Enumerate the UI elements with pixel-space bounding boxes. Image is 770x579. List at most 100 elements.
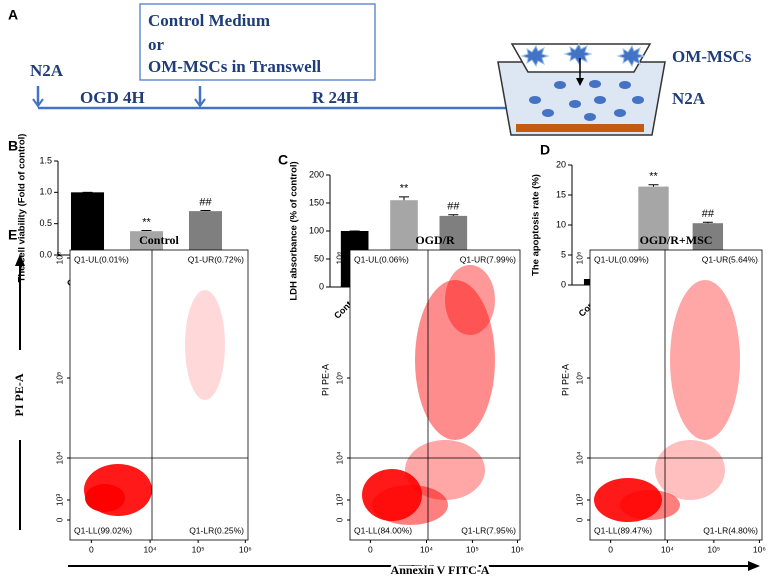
panel-letter: B: [8, 138, 18, 154]
x-tick-label: 10⁶: [753, 544, 766, 554]
y-tick-label: 0: [334, 517, 344, 522]
y-axis-title: LDH absorbance (% of control): [289, 161, 300, 300]
y-tick-label: 1.0: [39, 187, 52, 197]
y-tick-label: 10⁶: [54, 252, 64, 265]
y-tick-label: 10³: [54, 494, 64, 506]
condition-box: [139, 3, 376, 81]
y-tick-label: 10⁶: [574, 252, 584, 265]
x-tick-label: 10⁵: [192, 544, 205, 554]
phase-label: OGD 4H: [80, 88, 145, 107]
y-tick-label: 10⁴: [54, 451, 64, 464]
panel-title: OGD/R: [415, 233, 455, 247]
quadrant-label: Q1-LR(4.80%): [703, 525, 758, 535]
error-bar: [200, 210, 211, 212]
box-line: OM-MSCs in Transwell: [148, 57, 321, 76]
y-tick-label: 1.5: [39, 155, 52, 165]
panel-title: OGD/R+MSC: [640, 233, 713, 247]
y-tick-label: 0: [561, 279, 566, 289]
event-cloud: [185, 290, 225, 400]
quadrant-label: Q1-LR(7.95%): [461, 525, 516, 535]
event-cloud: [670, 280, 740, 440]
x-tick-label: 10⁵: [466, 544, 479, 554]
panel-letter: D: [540, 142, 550, 158]
arrow-head: [748, 561, 760, 571]
significance: **: [400, 183, 409, 195]
error-bar: [141, 230, 152, 232]
y-tick-label: 5: [561, 249, 566, 259]
error-bar: [399, 196, 409, 201]
x-axis-title: Annexin V FITC-A: [391, 563, 490, 577]
y-tick-label: 20: [556, 159, 566, 169]
quadrant-label: Q1-UR(0.72%): [188, 254, 244, 264]
event-cloud: [415, 280, 495, 440]
y-tick-label: 10⁵: [54, 372, 64, 385]
significance: ##: [199, 196, 212, 208]
phase-label: R 24H: [312, 88, 359, 107]
event-cloud: [85, 484, 125, 512]
quadrant-label: Q1-UL(0.01%): [74, 254, 129, 264]
y-tick-label: 10⁴: [334, 451, 344, 464]
y-tick-label: 50: [314, 253, 324, 263]
y-tick-label: 0: [54, 517, 64, 522]
box-line: or: [148, 35, 165, 54]
y-tick-label: 10³: [334, 494, 344, 506]
x-tick-label: 10⁶: [511, 544, 524, 554]
y-tick-label: 0: [574, 517, 584, 522]
x-tick-label: 0: [368, 544, 373, 554]
x-tick-label: 10⁵: [707, 544, 720, 554]
quadrant-label: Q1-UL(0.06%): [354, 254, 409, 264]
quadrant-label: Q1-LL(89.47%): [594, 525, 652, 535]
y-tick-label: 200: [309, 169, 324, 179]
x-tick-label: 10⁴: [661, 544, 674, 554]
quadrant-label: Q1-UL(0.09%): [594, 254, 649, 264]
y-tick-label: 15: [556, 189, 566, 199]
y-tick-label: 10⁴: [574, 451, 584, 464]
panel-letter: A: [8, 7, 18, 23]
start-label: N2A: [30, 61, 64, 80]
y-tick-label: 10⁵: [334, 372, 344, 385]
x-tick-label: 0: [89, 544, 94, 554]
y-axis-title: PI PE-A: [560, 364, 570, 396]
significance: **: [649, 171, 658, 183]
error-bar: [702, 221, 713, 224]
y-axis-title: PI PE-A: [12, 373, 26, 416]
y-tick-label: 100: [309, 225, 324, 235]
y-tick-label: 10³: [574, 494, 584, 506]
y-tick-label: 0.5: [39, 218, 52, 228]
bar: [129, 231, 164, 255]
box-line: Control Medium: [148, 11, 270, 30]
error-bar: [448, 214, 459, 216]
y-tick-label: 150: [309, 197, 324, 207]
quadrant-label: Q1-UR(5.64%): [702, 254, 758, 264]
x-tick-label: 10⁶: [239, 544, 252, 554]
y-tick-label: 10⁶: [334, 252, 344, 265]
quadrant-label: Q1-LL(84.00%): [354, 525, 412, 535]
event-cloud: [405, 440, 485, 500]
significance: ##: [702, 208, 715, 220]
bar: [70, 192, 105, 255]
well-label: N2A: [672, 89, 706, 108]
y-tick-label: 0.0: [39, 249, 52, 259]
event-cloud: [372, 485, 448, 525]
insert-label: OM-MSCs: [672, 47, 752, 66]
x-tick-label: 10⁴: [420, 544, 433, 554]
error-bar: [648, 184, 659, 187]
transwell: [497, 42, 666, 136]
x-tick-label: 0: [608, 544, 613, 554]
x-tick-label: 10⁴: [144, 544, 157, 554]
y-axis-title: PI PE-A: [320, 364, 330, 396]
event-cloud: [445, 265, 495, 335]
quadrant-label: Q1-LR(0.25%): [189, 525, 244, 535]
arrow-head: [15, 254, 25, 266]
quadrant-label: Q1-LL(99.02%): [74, 525, 132, 535]
y-tick-label: 10: [556, 219, 566, 229]
panel-letter: C: [278, 152, 288, 168]
bar: [188, 211, 223, 255]
y-axis-title: The apoptosis rate (%): [531, 174, 542, 276]
quadrant-label: Q1-UR(7.99%): [460, 254, 516, 264]
arrow-head: [32, 98, 206, 108]
significance: ##: [447, 201, 460, 213]
y-tick-label: 0: [319, 281, 324, 291]
panel-title: Control: [139, 233, 179, 247]
